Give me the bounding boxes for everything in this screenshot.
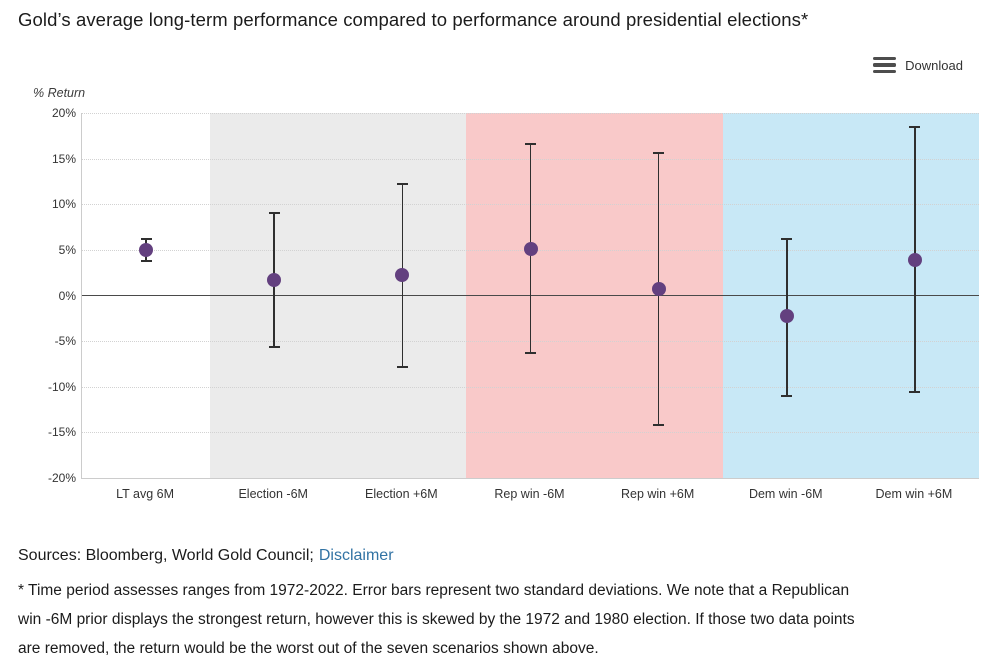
- error-bar-cap-high: [909, 125, 921, 128]
- y-tick-label: -20%: [47, 471, 76, 485]
- data-point-marker[interactable]: [395, 268, 410, 283]
- data-point-marker[interactable]: [267, 272, 282, 287]
- sources-line: Sources: Bloomberg, World Gold Council; D…: [18, 547, 394, 565]
- error-bar-cap-high: [140, 237, 152, 240]
- footnote: * Time period assesses ranges from 1972-…: [18, 576, 980, 663]
- download-menu-icon: [873, 57, 897, 73]
- error-bar-cap-low: [268, 345, 280, 348]
- y-tick-label: 0%: [58, 288, 76, 303]
- error-bar-cap-high: [396, 183, 408, 186]
- x-category-label: Rep win +6M: [620, 487, 695, 501]
- download-label: Download: [905, 57, 963, 73]
- data-point-marker[interactable]: [651, 282, 666, 297]
- error-bar-cap-low: [396, 365, 408, 368]
- error-bar-cap-low: [909, 391, 921, 394]
- footnote-line: * Time period assesses ranges from 1972-…: [18, 582, 850, 599]
- data-point-marker[interactable]: [523, 241, 538, 256]
- footnote-line: win -6M prior displays the strongest ret…: [18, 611, 855, 628]
- disclaimer-link[interactable]: Disclaimer: [318, 547, 394, 564]
- error-bar-cap-high: [781, 237, 793, 240]
- footnote-line: are removed, the return would be the wor…: [18, 640, 599, 657]
- y-tick-label: 10%: [51, 197, 76, 212]
- error-bar-cap-high: [525, 143, 536, 146]
- band-election: [210, 113, 467, 478]
- x-category-label: LT avg 6M: [116, 487, 175, 501]
- data-point-marker[interactable]: [907, 252, 922, 267]
- x-category-label: Dem win -6M: [748, 487, 823, 501]
- y-axis-title: % Return: [33, 86, 86, 100]
- x-category-label: Election +6M: [365, 487, 438, 501]
- error-bar-cap-low: [653, 424, 665, 427]
- y-tick-label: -15%: [47, 425, 76, 440]
- sources-text: Sources: Bloomberg, World Gold Council;: [18, 547, 314, 564]
- data-point-marker[interactable]: [779, 309, 794, 324]
- y-axis-labels: 20% 15% 10% 5% 0% -5% -10% -15% -20%: [0, 106, 76, 485]
- error-bar-cap-low: [140, 259, 152, 262]
- error-bar-cap-low: [525, 351, 536, 354]
- data-point-marker[interactable]: [139, 242, 154, 257]
- gridline--10%: [82, 386, 979, 388]
- y-tick-label: 15%: [51, 151, 76, 166]
- error-bar-cap-high: [653, 152, 665, 155]
- y-tick-label: 20%: [51, 106, 76, 120]
- y-tick-label: 5%: [58, 242, 76, 257]
- x-category-label: Rep win -6M: [494, 487, 565, 501]
- error-bar-cap-high: [268, 212, 280, 215]
- download-button[interactable]: Download: [873, 57, 963, 73]
- y-tick-label: -5%: [54, 334, 76, 349]
- x-category-label: Election -6M: [238, 487, 308, 501]
- x-axis-labels: LT avg 6M Election -6M Election +6M Rep win…: [81, 487, 978, 505]
- band-democrat-win: [722, 113, 979, 478]
- plot-area: [81, 113, 979, 479]
- gridline-20%: [82, 113, 979, 114]
- y-tick-label: -10%: [47, 379, 76, 394]
- band-republican-win: [466, 113, 723, 478]
- error-bar-cap-low: [781, 394, 793, 397]
- chart-title: Gold’s average long-term performance com…: [18, 9, 809, 30]
- x-category-label: Dem win +6M: [875, 487, 953, 501]
- band-long-term: [82, 113, 211, 478]
- gridline--15%: [82, 432, 979, 434]
